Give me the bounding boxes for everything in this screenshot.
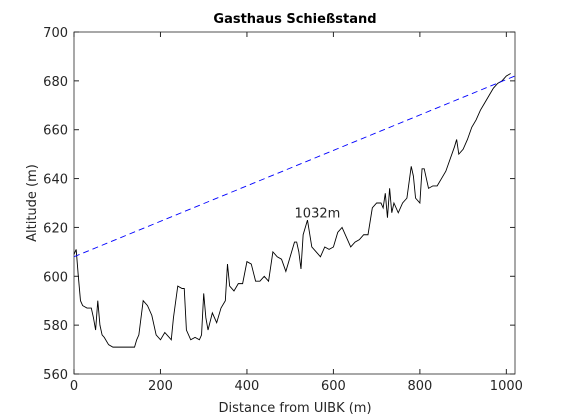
y-tick-label: 640	[43, 173, 68, 188]
y-tick-label: 560	[43, 368, 68, 383]
x-axis-label: Distance from UIBK (m)	[218, 401, 371, 416]
y-tick-label: 680	[43, 75, 68, 90]
x-tick-label: 0	[70, 379, 78, 394]
x-tick-label: 200	[148, 379, 173, 394]
x-tick-label: 600	[321, 379, 346, 394]
x-tick-label: 800	[407, 379, 432, 394]
y-tick-label: 600	[43, 270, 68, 285]
y-tick-label: 660	[43, 124, 68, 139]
chart-title: Gasthaus Schießstand	[213, 12, 376, 27]
axes-box	[73, 31, 516, 375]
y-tick-label: 580	[43, 319, 68, 334]
x-tick-label: 400	[235, 379, 260, 394]
y-tick-label: 620	[43, 221, 68, 236]
annotation: 1032m	[295, 207, 341, 222]
series-line	[73, 73, 511, 348]
x-tick-label: 1000	[490, 379, 523, 394]
y-axis-label: Altitude (m)	[25, 164, 40, 242]
y-tick-label: 700	[43, 26, 68, 41]
